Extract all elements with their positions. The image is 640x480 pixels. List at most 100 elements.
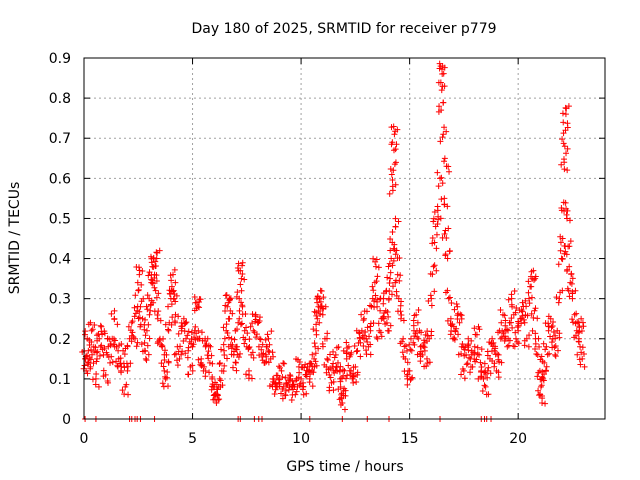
data-point <box>129 329 136 336</box>
data-point <box>225 334 232 341</box>
data-point <box>92 381 99 388</box>
data-point <box>446 168 453 175</box>
data-point <box>89 351 96 358</box>
data-point <box>146 311 153 318</box>
data-point <box>98 323 105 330</box>
data-point <box>572 320 579 327</box>
data-point <box>193 330 200 337</box>
data-point <box>443 128 450 135</box>
data-point <box>142 355 149 362</box>
data-point <box>437 215 444 222</box>
data-point <box>535 387 542 394</box>
data-point <box>373 278 380 285</box>
data-point <box>357 353 364 360</box>
data-point <box>562 199 569 206</box>
data-point <box>169 314 176 321</box>
y-tick-label: 0.5 <box>49 211 71 227</box>
data-point <box>124 363 131 370</box>
data-point <box>191 293 198 300</box>
data-point <box>547 333 554 340</box>
data-point <box>353 348 360 355</box>
data-point <box>404 381 411 388</box>
data-point <box>398 298 405 305</box>
data-point <box>252 311 259 318</box>
data-point <box>478 346 485 353</box>
data-point <box>448 299 455 306</box>
data-point <box>293 377 300 384</box>
data-point <box>231 336 238 343</box>
data-point <box>221 352 228 359</box>
data-point <box>331 354 338 361</box>
data-point <box>220 368 227 375</box>
data-point <box>235 267 242 274</box>
data-point <box>94 355 101 362</box>
data-point <box>131 304 138 311</box>
data-point <box>534 373 541 380</box>
data-point <box>537 376 544 383</box>
data-point <box>576 328 583 335</box>
data-point <box>424 328 431 335</box>
data-point <box>129 318 136 325</box>
data-point <box>193 305 200 312</box>
data-point <box>138 341 145 348</box>
data-point <box>338 394 345 401</box>
data-point <box>354 371 361 378</box>
data-point <box>99 346 106 353</box>
data-point <box>180 338 187 345</box>
data-point <box>538 392 545 399</box>
data-point <box>177 343 184 350</box>
data-point <box>378 333 385 340</box>
data-point <box>420 337 427 344</box>
data-point <box>439 180 446 187</box>
data-point <box>128 319 135 326</box>
data-point <box>495 374 502 381</box>
data-point <box>209 360 216 367</box>
data-point <box>204 352 211 359</box>
data-point <box>556 334 563 341</box>
data-point <box>433 267 440 274</box>
data-point <box>526 332 533 339</box>
data-point <box>418 342 425 349</box>
data-point <box>263 358 270 365</box>
data-point <box>279 395 286 402</box>
data-point <box>374 335 381 342</box>
data-point <box>528 310 535 317</box>
data-point <box>162 347 168 354</box>
data-point <box>405 367 412 374</box>
data-point <box>221 362 228 369</box>
data-point <box>380 300 387 307</box>
data-point <box>471 349 478 356</box>
data-point <box>518 315 525 322</box>
data-point <box>522 297 529 304</box>
data-point <box>276 364 283 371</box>
data-point <box>171 318 178 325</box>
data-point <box>459 365 466 372</box>
data-point <box>502 322 509 329</box>
data-point <box>127 360 134 367</box>
data-point <box>484 352 491 359</box>
data-point <box>407 335 414 342</box>
data-point <box>205 348 212 355</box>
data-point <box>151 308 158 315</box>
data-point <box>557 239 564 246</box>
data-point <box>156 247 163 254</box>
data-point <box>239 320 246 327</box>
data-point <box>569 275 576 282</box>
data-point <box>446 294 453 301</box>
data-point <box>364 338 371 345</box>
data-point <box>400 317 407 324</box>
data-point <box>239 302 246 309</box>
data-point <box>235 319 242 326</box>
data-point <box>114 362 121 369</box>
data-point <box>525 289 532 296</box>
data-point <box>197 296 204 303</box>
data-point <box>426 359 433 366</box>
data-point <box>392 128 399 135</box>
data-point <box>196 304 203 311</box>
plot-frame <box>83 57 606 420</box>
data-point <box>562 248 569 255</box>
data-point <box>404 359 411 366</box>
y-tick-label: 0.6 <box>49 171 71 187</box>
data-point <box>382 321 389 328</box>
data-point <box>522 311 529 318</box>
